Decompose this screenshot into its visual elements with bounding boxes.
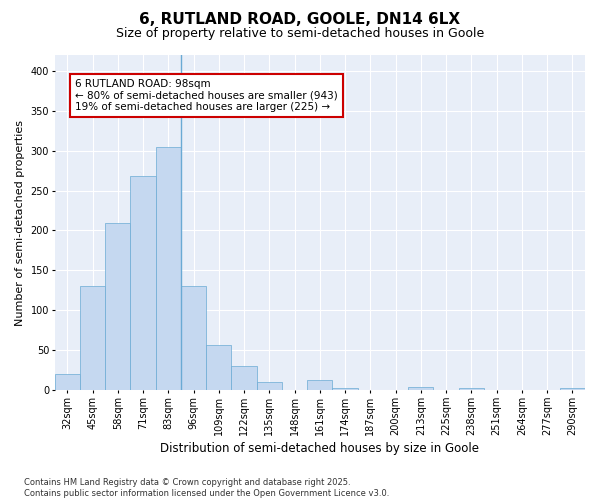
- Bar: [105, 222, 130, 390]
- Bar: [156, 146, 181, 390]
- Bar: [181, 286, 206, 390]
- Bar: [55, 374, 80, 390]
- X-axis label: Distribution of semi-detached houses by size in Goole: Distribution of semi-detached houses by …: [160, 442, 479, 455]
- Text: Contains HM Land Registry data © Crown copyright and database right 2025.
Contai: Contains HM Land Registry data © Crown c…: [24, 478, 389, 498]
- Bar: [459, 388, 484, 390]
- Bar: [408, 387, 433, 390]
- Y-axis label: Number of semi-detached properties: Number of semi-detached properties: [15, 120, 25, 326]
- Bar: [206, 344, 232, 390]
- Bar: [257, 382, 282, 390]
- Bar: [560, 388, 585, 390]
- Text: 6 RUTLAND ROAD: 98sqm
← 80% of semi-detached houses are smaller (943)
19% of sem: 6 RUTLAND ROAD: 98sqm ← 80% of semi-deta…: [75, 79, 338, 112]
- Bar: [332, 388, 358, 390]
- Text: 6, RUTLAND ROAD, GOOLE, DN14 6LX: 6, RUTLAND ROAD, GOOLE, DN14 6LX: [139, 12, 461, 28]
- Bar: [232, 366, 257, 390]
- Bar: [80, 286, 105, 390]
- Text: Size of property relative to semi-detached houses in Goole: Size of property relative to semi-detach…: [116, 28, 484, 40]
- Bar: [307, 380, 332, 390]
- Bar: [130, 176, 156, 390]
